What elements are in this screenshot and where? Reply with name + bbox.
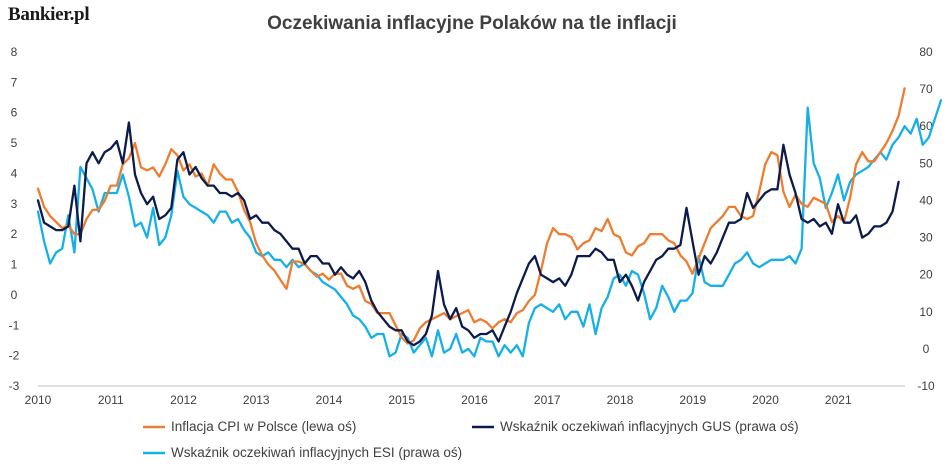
left-tick-label: -2 (9, 349, 20, 363)
left-tick-label: -1 (9, 318, 20, 332)
x-tick-label: 2016 (461, 393, 488, 407)
right-axis-ticks: -10 0 10 20 30 40 50 60 70 80 (917, 45, 935, 393)
legend-item-cpi: Inflacja CPI w Polsce (lewa oś) (143, 419, 356, 434)
x-axis: 2010 2011 2012 2013 2014 2015 2016 2017 2018 2019… (25, 385, 905, 407)
bankier-logo: Bankier.pl (8, 4, 90, 25)
series-lines (36, 87, 943, 358)
x-tick-label: 2013 (243, 393, 270, 407)
x-tick-label: 2021 (825, 393, 852, 407)
x-tick-label: 2011 (98, 393, 124, 407)
x-tick-label: 2010 (25, 393, 52, 407)
right-tick-label: 60 (919, 119, 933, 133)
chart-title: Oczekiwania inflacyjne Polaków na tle in… (267, 13, 677, 34)
legend-item-esi: Wskaźnik oczekiwań inflacyjnych ESI (pra… (143, 445, 462, 460)
x-tick-label: 2015 (388, 393, 415, 407)
right-tick-label: 0 (923, 342, 930, 356)
left-tick-label: 2 (11, 227, 18, 241)
right-tick-label: 70 (919, 82, 933, 96)
right-tick-label: 30 (919, 231, 933, 245)
right-tick-label: 80 (919, 45, 933, 59)
right-tick-label: 50 (919, 156, 933, 170)
left-tick-label: 0 (11, 288, 18, 302)
left-tick-label: 3 (11, 197, 18, 211)
left-tick-label: 8 (11, 45, 18, 59)
left-tick-label: 4 (11, 166, 18, 180)
right-tick-label: -10 (917, 379, 935, 393)
x-tick-label: 2014 (316, 393, 343, 407)
legend: Inflacja CPI w Polsce (lewa oś) Wskaźnik … (143, 419, 799, 460)
right-tick-label: 10 (919, 305, 933, 319)
esi-series-line (36, 99, 943, 358)
left-tick-label: 7 (11, 75, 18, 89)
legend-label: Wskaźnik oczekiwań inflacyjnych GUS (pra… (500, 419, 799, 434)
left-tick-label: 5 (11, 136, 18, 150)
x-tick-label: 2017 (534, 393, 561, 407)
legend-label: Inflacja CPI w Polsce (lewa oś) (171, 419, 356, 434)
x-tick-label: 2019 (679, 393, 706, 407)
legend-item-gus: Wskaźnik oczekiwań inflacyjnych GUS (pra… (472, 419, 799, 434)
left-axis-ticks: -3 -2 -1 0 1 2 3 4 5 6 7 8 (9, 45, 20, 393)
x-tick-label: 2012 (170, 393, 197, 407)
right-tick-label: 20 (919, 268, 933, 282)
x-tick-label: 2020 (752, 393, 779, 407)
left-tick-label: -3 (9, 379, 20, 393)
left-tick-label: 1 (11, 258, 18, 272)
x-tick-label: 2018 (607, 393, 634, 407)
gus-series-line (36, 121, 900, 347)
cpi-series-line (36, 87, 906, 345)
left-tick-label: 6 (11, 106, 18, 120)
legend-label: Wskaźnik oczekiwań inflacyjnych ESI (pra… (171, 445, 462, 460)
right-tick-label: 40 (919, 193, 933, 207)
